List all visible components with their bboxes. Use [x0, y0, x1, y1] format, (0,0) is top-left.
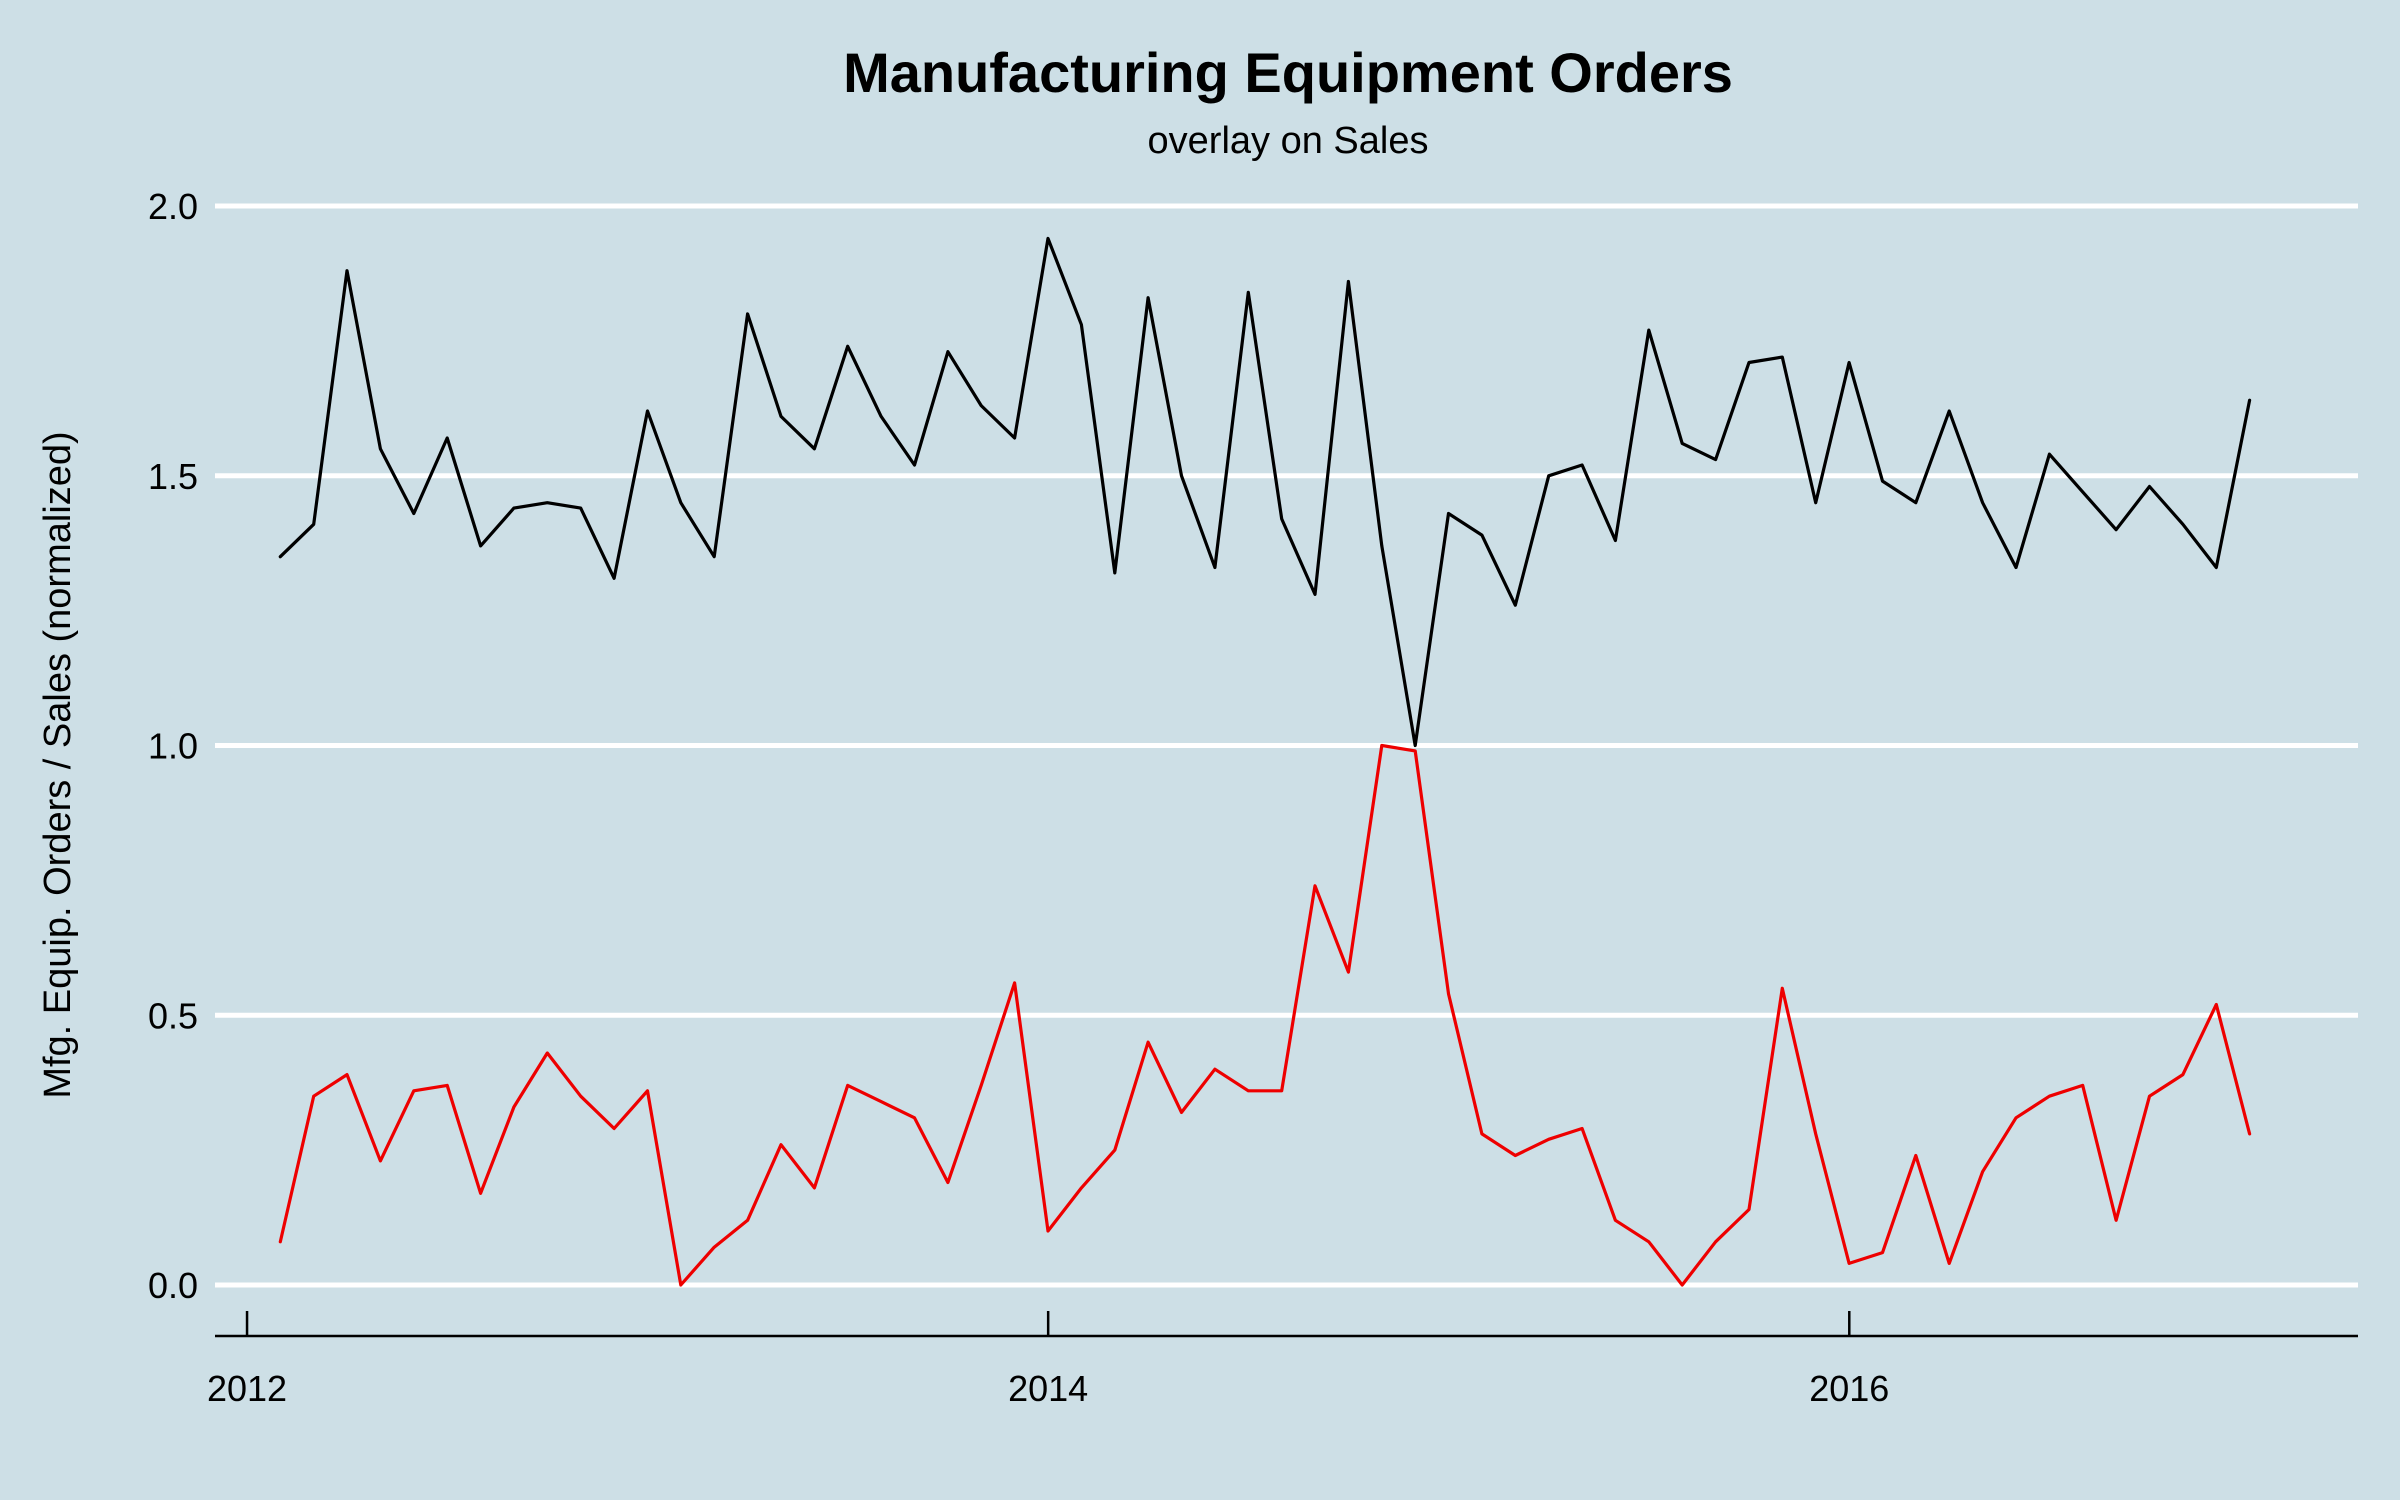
y-tick-label: 2.0	[148, 186, 198, 227]
y-tick-labels: 0.0 0.5 1.0 1.5 2.0	[148, 186, 198, 1306]
series-lines	[278, 236, 2252, 1287]
y-tick-label: 1.5	[148, 456, 198, 497]
series-line-mfg-equip-orders	[278, 743, 2252, 1287]
y-tick-label: 0.0	[148, 1265, 198, 1306]
y-axis-label: Mfg. Equip. Orders / Sales (normalized)	[37, 431, 79, 1098]
gridlines	[215, 203, 2358, 1288]
y-tick-label: 0.5	[148, 995, 198, 1036]
x-tick-label: 2014	[1008, 1368, 1088, 1409]
chart-subtitle: overlay on Sales	[1148, 120, 1429, 162]
x-tick-label: 2016	[1809, 1368, 1889, 1409]
x-axis-ticks: 2012 2014 2016	[207, 1311, 1889, 1409]
y-tick-label: 1.0	[148, 726, 198, 767]
x-tick-label: 2012	[207, 1368, 287, 1409]
chart-title: Manufacturing Equipment Orders	[843, 41, 1733, 104]
series-line-sales	[278, 236, 2252, 748]
